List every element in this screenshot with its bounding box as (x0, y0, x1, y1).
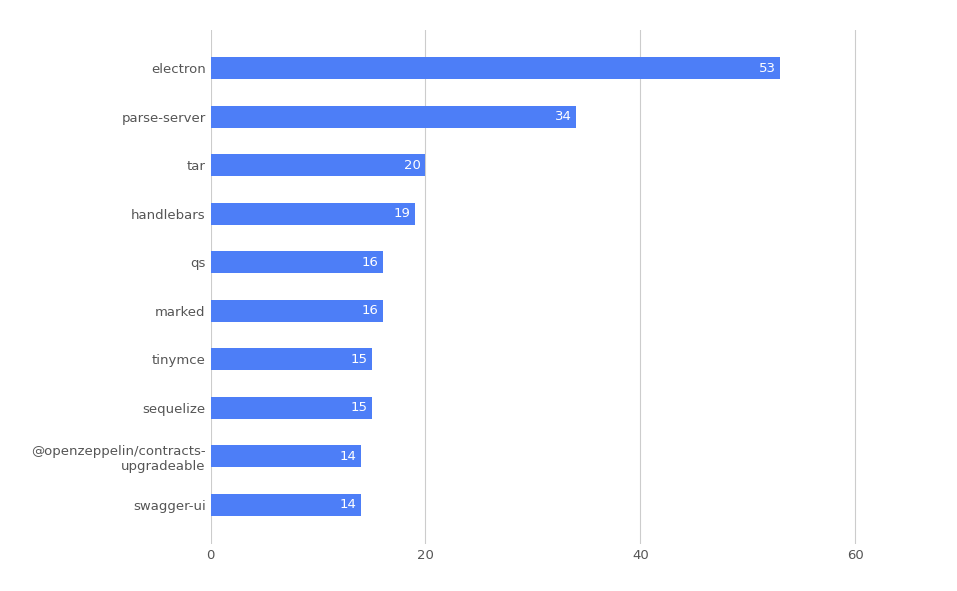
Bar (211, 494, 361, 516)
Text: 16: 16 (362, 304, 378, 317)
Bar (211, 300, 383, 322)
Text: 53: 53 (759, 62, 776, 75)
Bar (211, 251, 383, 273)
Bar (211, 349, 371, 371)
Bar (211, 446, 361, 467)
Bar (211, 154, 426, 176)
Text: 15: 15 (350, 353, 367, 366)
Bar (211, 203, 414, 225)
Text: 16: 16 (362, 256, 378, 269)
Bar (211, 397, 371, 419)
Text: 14: 14 (340, 498, 357, 511)
Text: 19: 19 (393, 207, 411, 220)
Text: 14: 14 (340, 450, 357, 463)
Text: 15: 15 (350, 401, 367, 414)
Bar (211, 106, 576, 128)
Bar (211, 57, 780, 79)
Text: 34: 34 (555, 111, 571, 124)
Text: 20: 20 (404, 159, 421, 172)
